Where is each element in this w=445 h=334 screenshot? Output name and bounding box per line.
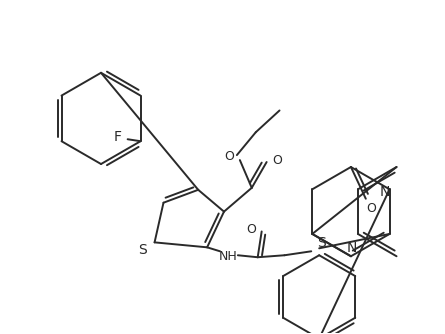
Text: S: S <box>317 236 326 250</box>
Text: O: O <box>366 202 376 215</box>
Text: NH: NH <box>218 250 237 263</box>
Text: O: O <box>246 223 256 236</box>
Text: F: F <box>114 130 122 144</box>
Text: N: N <box>380 185 390 199</box>
Text: O: O <box>273 154 283 167</box>
Text: S: S <box>138 243 147 257</box>
Text: O: O <box>224 150 234 163</box>
Text: N: N <box>347 241 357 255</box>
